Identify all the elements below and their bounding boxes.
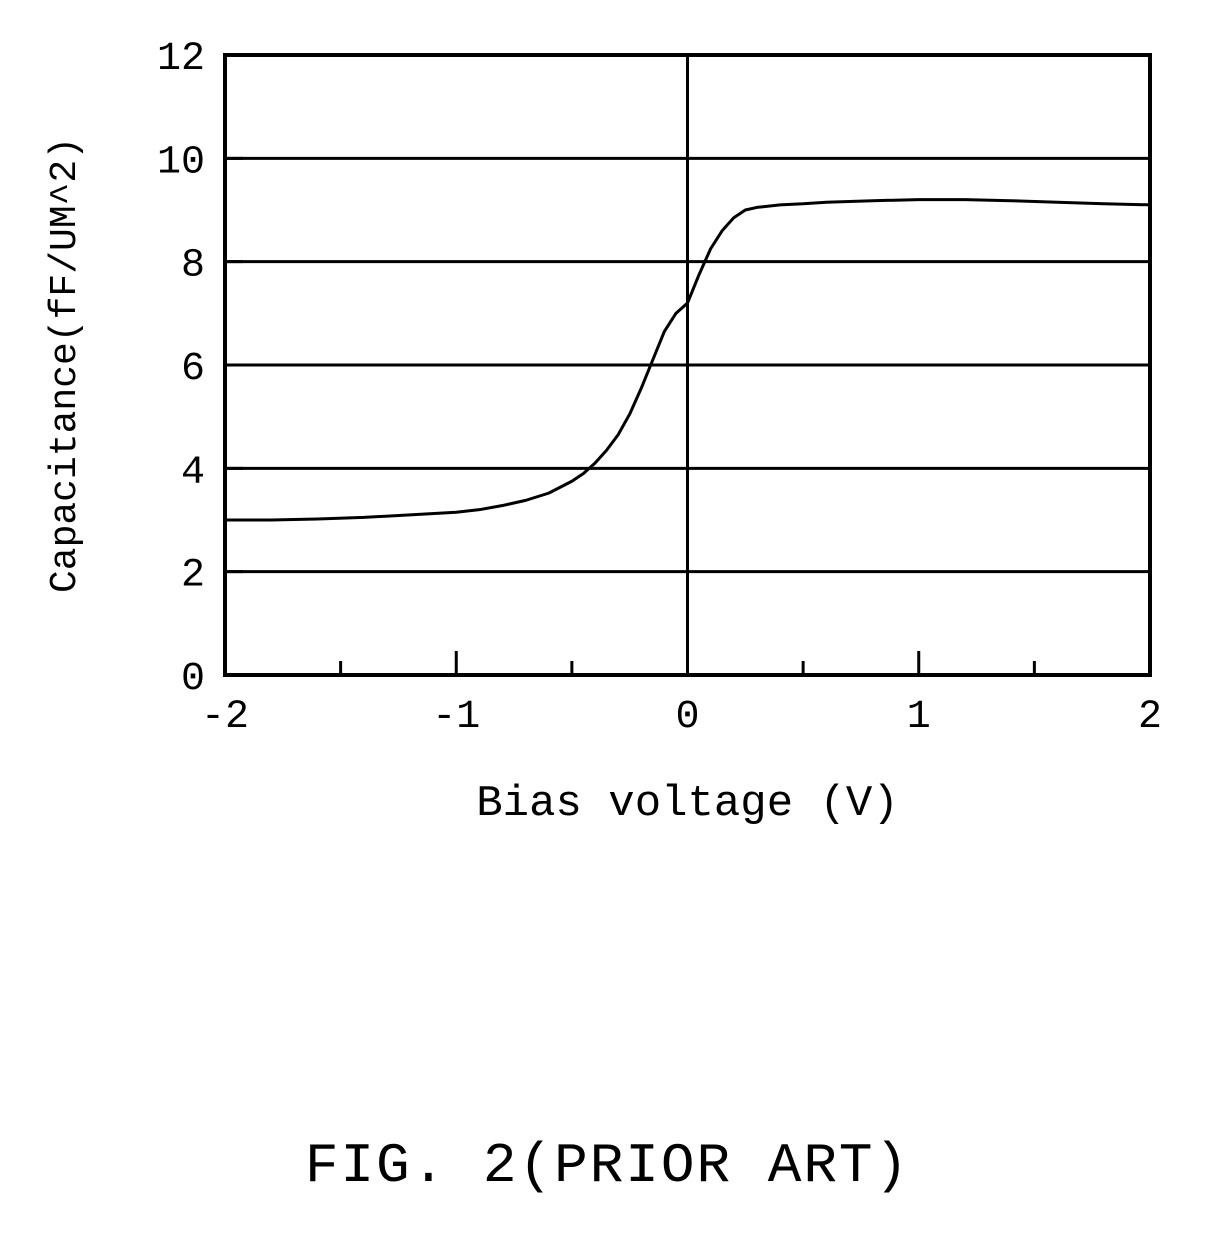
xtick-label: 2 [1138,695,1162,740]
ytick-label: 2 [181,554,205,599]
ytick-label: 8 [181,244,205,289]
figure-caption: FIG. 2(PRIOR ART) [0,1134,1215,1198]
page: -2-1012024681012Bias voltage (V)Capacita… [0,0,1215,1258]
ytick-label: 0 [181,657,205,702]
ytick-label: 10 [157,140,205,185]
x-axis-label: Bias voltage (V) [476,779,898,829]
y-axis-label: Capacitance(fF/UM^2) [44,137,87,593]
cv-chart: -2-1012024681012Bias voltage (V)Capacita… [0,0,1215,900]
xtick-label: 1 [907,695,931,740]
xtick-label: 0 [675,695,699,740]
ytick-label: 6 [181,347,205,392]
ytick-label: 4 [181,450,205,495]
xtick-label: -2 [201,695,249,740]
ytick-label: 12 [157,37,205,82]
xtick-label: -1 [432,695,480,740]
